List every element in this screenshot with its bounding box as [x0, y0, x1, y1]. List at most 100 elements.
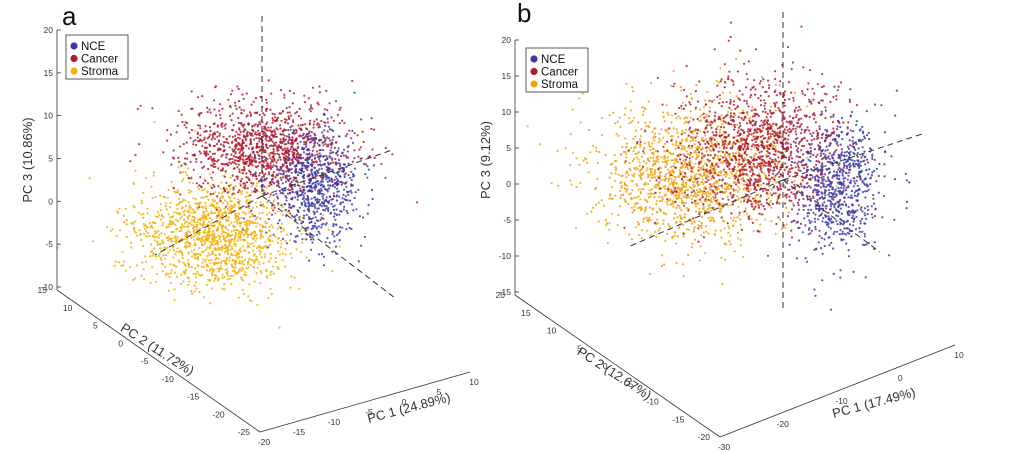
data-point [234, 225, 237, 228]
data-point [255, 237, 258, 240]
data-point [280, 112, 283, 115]
data-point [183, 222, 187, 225]
data-point [806, 105, 809, 108]
data-point [195, 160, 198, 163]
data-point [259, 204, 262, 207]
data-point [220, 181, 223, 184]
data-point [721, 219, 725, 222]
data-point [682, 201, 685, 204]
data-point [635, 196, 638, 199]
data-point [175, 211, 178, 214]
data-point [184, 157, 187, 160]
data-point [244, 128, 247, 131]
data-point [663, 160, 666, 163]
data-point [185, 268, 188, 272]
data-point [718, 207, 722, 210]
data-point [231, 157, 234, 160]
data-point [187, 262, 190, 265]
data-point [223, 276, 226, 279]
data-point [201, 239, 205, 242]
data-point [218, 217, 222, 220]
data-point [284, 253, 287, 256]
data-point [247, 266, 250, 269]
data-point [262, 175, 265, 178]
data-point [92, 240, 95, 243]
data-point [190, 128, 193, 132]
data-point [331, 157, 334, 160]
data-point [673, 212, 677, 215]
data-point [211, 274, 214, 277]
data-point [292, 179, 295, 182]
data-point [338, 108, 341, 111]
data-point [326, 117, 329, 120]
data-point [139, 104, 142, 107]
data-point [219, 262, 222, 265]
data-point [676, 215, 679, 219]
data-point [241, 138, 244, 141]
data-point [159, 218, 162, 221]
data-point [218, 197, 222, 200]
data-point [269, 157, 272, 160]
data-point [214, 86, 217, 89]
data-point [311, 190, 314, 193]
data-point [269, 273, 272, 276]
data-point [720, 236, 723, 239]
data-point [628, 122, 631, 125]
data-point [646, 167, 649, 170]
data-point [252, 249, 255, 252]
data-point [717, 165, 720, 168]
data-point [749, 170, 752, 173]
data-point [229, 176, 232, 179]
data-point [635, 129, 638, 132]
data-point [259, 282, 262, 285]
data-point [240, 216, 243, 219]
data-point [192, 143, 195, 146]
data-point [223, 189, 226, 192]
data-point [281, 259, 284, 262]
data-point [228, 277, 231, 280]
data-point [240, 276, 243, 279]
data-point [296, 146, 299, 150]
data-point [726, 173, 729, 176]
data-point [294, 138, 297, 141]
data-point [263, 125, 266, 128]
data-point [217, 158, 220, 162]
data-point [201, 217, 204, 220]
data-point [221, 212, 224, 215]
data-point [143, 278, 146, 281]
data-point [245, 172, 248, 175]
data-point [291, 141, 294, 144]
data-point [154, 255, 158, 258]
data-point [194, 276, 197, 279]
data-point [727, 78, 730, 81]
data-point [243, 123, 246, 126]
data-point [291, 136, 294, 139]
data-point [325, 196, 328, 199]
data-point [697, 227, 700, 230]
data-point [197, 140, 200, 143]
data-point [679, 117, 682, 120]
data-point [569, 179, 572, 182]
data-point [192, 209, 195, 212]
data-point [728, 91, 732, 94]
y-tick-label: -5 [141, 356, 149, 366]
data-point [249, 194, 252, 197]
data-point [223, 207, 226, 210]
data-point [236, 141, 240, 144]
data-point [288, 150, 291, 153]
data-point [655, 202, 658, 206]
data-point [831, 121, 835, 124]
data-point [282, 229, 285, 232]
data-point [285, 135, 289, 138]
data-point [657, 229, 660, 232]
data-point [231, 141, 234, 144]
data-point [835, 128, 839, 131]
data-point [316, 210, 319, 213]
data-point [240, 277, 243, 281]
data-point [192, 211, 195, 214]
data-point [624, 107, 627, 110]
data-point [182, 198, 185, 201]
data-point [184, 209, 187, 212]
data-point [226, 251, 229, 254]
data-point [700, 215, 703, 218]
